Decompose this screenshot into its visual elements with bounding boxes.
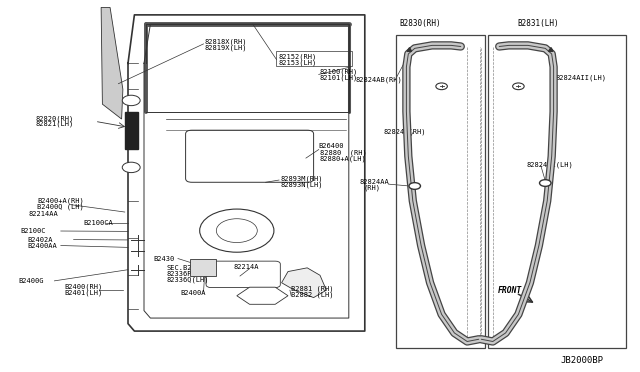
Bar bbox=[488, 35, 626, 348]
Polygon shape bbox=[101, 7, 123, 119]
Text: 82824A(RH): 82824A(RH) bbox=[384, 129, 426, 135]
Polygon shape bbox=[407, 48, 412, 51]
Text: B2100C: B2100C bbox=[20, 228, 46, 234]
Text: B2430: B2430 bbox=[154, 256, 175, 262]
Circle shape bbox=[122, 162, 140, 173]
Text: 82336Q(LH): 82336Q(LH) bbox=[166, 277, 209, 283]
Text: B2400Q (LH): B2400Q (LH) bbox=[37, 203, 84, 210]
Text: 82880+A(LH): 82880+A(LH) bbox=[320, 155, 367, 162]
Text: 82893N(LH): 82893N(LH) bbox=[280, 181, 323, 188]
Text: SEC.B23: SEC.B23 bbox=[166, 265, 196, 271]
Text: 82893M(RH): 82893M(RH) bbox=[280, 175, 323, 182]
Polygon shape bbox=[548, 48, 553, 51]
Text: 82152(RH): 82152(RH) bbox=[278, 53, 317, 60]
Text: B2831(LH): B2831(LH) bbox=[517, 19, 559, 28]
Text: JB2000BP: JB2000BP bbox=[560, 356, 603, 365]
Text: 82824AA: 82824AA bbox=[360, 179, 389, 185]
Text: B2400+A(RH): B2400+A(RH) bbox=[37, 198, 84, 204]
Text: B2400AA: B2400AA bbox=[27, 243, 56, 248]
Circle shape bbox=[540, 180, 551, 186]
Text: 82880  (RH): 82880 (RH) bbox=[320, 149, 367, 156]
Polygon shape bbox=[282, 268, 326, 298]
Text: 82820(RH): 82820(RH) bbox=[35, 115, 74, 122]
Text: 82153(LH): 82153(LH) bbox=[278, 59, 317, 66]
Text: 82819X(LH): 82819X(LH) bbox=[205, 44, 247, 51]
Bar bbox=[125, 112, 138, 149]
Text: B26400: B26400 bbox=[319, 143, 344, 149]
Text: B2830(RH): B2830(RH) bbox=[399, 19, 441, 28]
Text: (RH): (RH) bbox=[364, 184, 381, 191]
Text: 82336P(RH): 82336P(RH) bbox=[166, 271, 209, 278]
Text: B2401(LH): B2401(LH) bbox=[64, 290, 102, 296]
Text: B2402A: B2402A bbox=[27, 237, 52, 243]
Text: 82824AC(LH): 82824AC(LH) bbox=[526, 161, 573, 168]
Text: B2400G: B2400G bbox=[18, 278, 44, 284]
Bar bbox=[396, 35, 485, 348]
Text: 82100(RH): 82100(RH) bbox=[320, 68, 358, 75]
Text: 82821(LH): 82821(LH) bbox=[35, 121, 74, 128]
Circle shape bbox=[122, 95, 140, 106]
Circle shape bbox=[409, 183, 420, 189]
Text: 82824AII(LH): 82824AII(LH) bbox=[556, 75, 607, 81]
Text: B2400(RH): B2400(RH) bbox=[64, 284, 102, 291]
Text: B2881 (RH): B2881 (RH) bbox=[291, 285, 333, 292]
Text: B2100CA: B2100CA bbox=[83, 220, 113, 226]
Polygon shape bbox=[237, 287, 288, 304]
Text: 82818X(RH): 82818X(RH) bbox=[205, 38, 247, 45]
Text: 82824AB(RH): 82824AB(RH) bbox=[355, 76, 402, 83]
Text: 82214AA: 82214AA bbox=[29, 211, 58, 217]
Text: B2882 (LH): B2882 (LH) bbox=[291, 291, 333, 298]
Text: B2400A: B2400A bbox=[180, 290, 206, 296]
Text: 82214A: 82214A bbox=[234, 264, 259, 270]
Text: FRONT: FRONT bbox=[498, 286, 522, 295]
Bar bbox=[276, 51, 352, 66]
FancyBboxPatch shape bbox=[190, 259, 216, 276]
Text: 82101(LH): 82101(LH) bbox=[320, 74, 358, 81]
